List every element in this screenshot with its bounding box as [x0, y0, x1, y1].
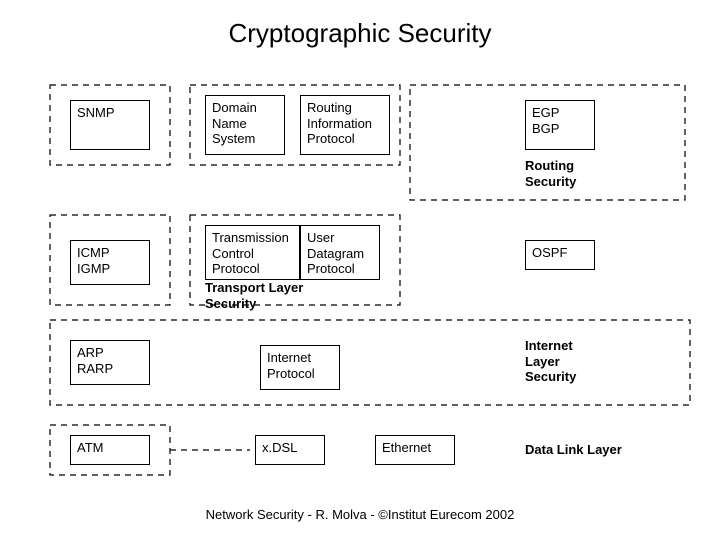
label-routing-security: RoutingSecurity [525, 158, 576, 189]
label-data-link-layer: Data Link Layer [525, 442, 622, 458]
box-snmp: SNMP [70, 100, 150, 150]
box-udp: UserDatagramProtocol [300, 225, 380, 280]
box-ospf: OSPF [525, 240, 595, 270]
label-transport-layer-security: Transport LayerSecurity [205, 280, 303, 311]
label-internet-layer-security: InternetLayerSecurity [525, 338, 576, 385]
box-arp-rarp: ARPRARP [70, 340, 150, 385]
box-xdsl: x.DSL [255, 435, 325, 465]
box-ip: InternetProtocol [260, 345, 340, 390]
box-eth: Ethernet [375, 435, 455, 465]
box-icmp-igmp: ICMPIGMP [70, 240, 150, 285]
box-dns: DomainNameSystem [205, 95, 285, 155]
page-title: Cryptographic Security [0, 18, 720, 49]
box-egp-bgp: EGPBGP [525, 100, 595, 150]
box-rip: RoutingInformationProtocol [300, 95, 390, 155]
box-tcp: TransmissionControlProtocol [205, 225, 300, 280]
footer-text: Network Security - R. Molva - ©Institut … [0, 507, 720, 522]
box-atm: ATM [70, 435, 150, 465]
